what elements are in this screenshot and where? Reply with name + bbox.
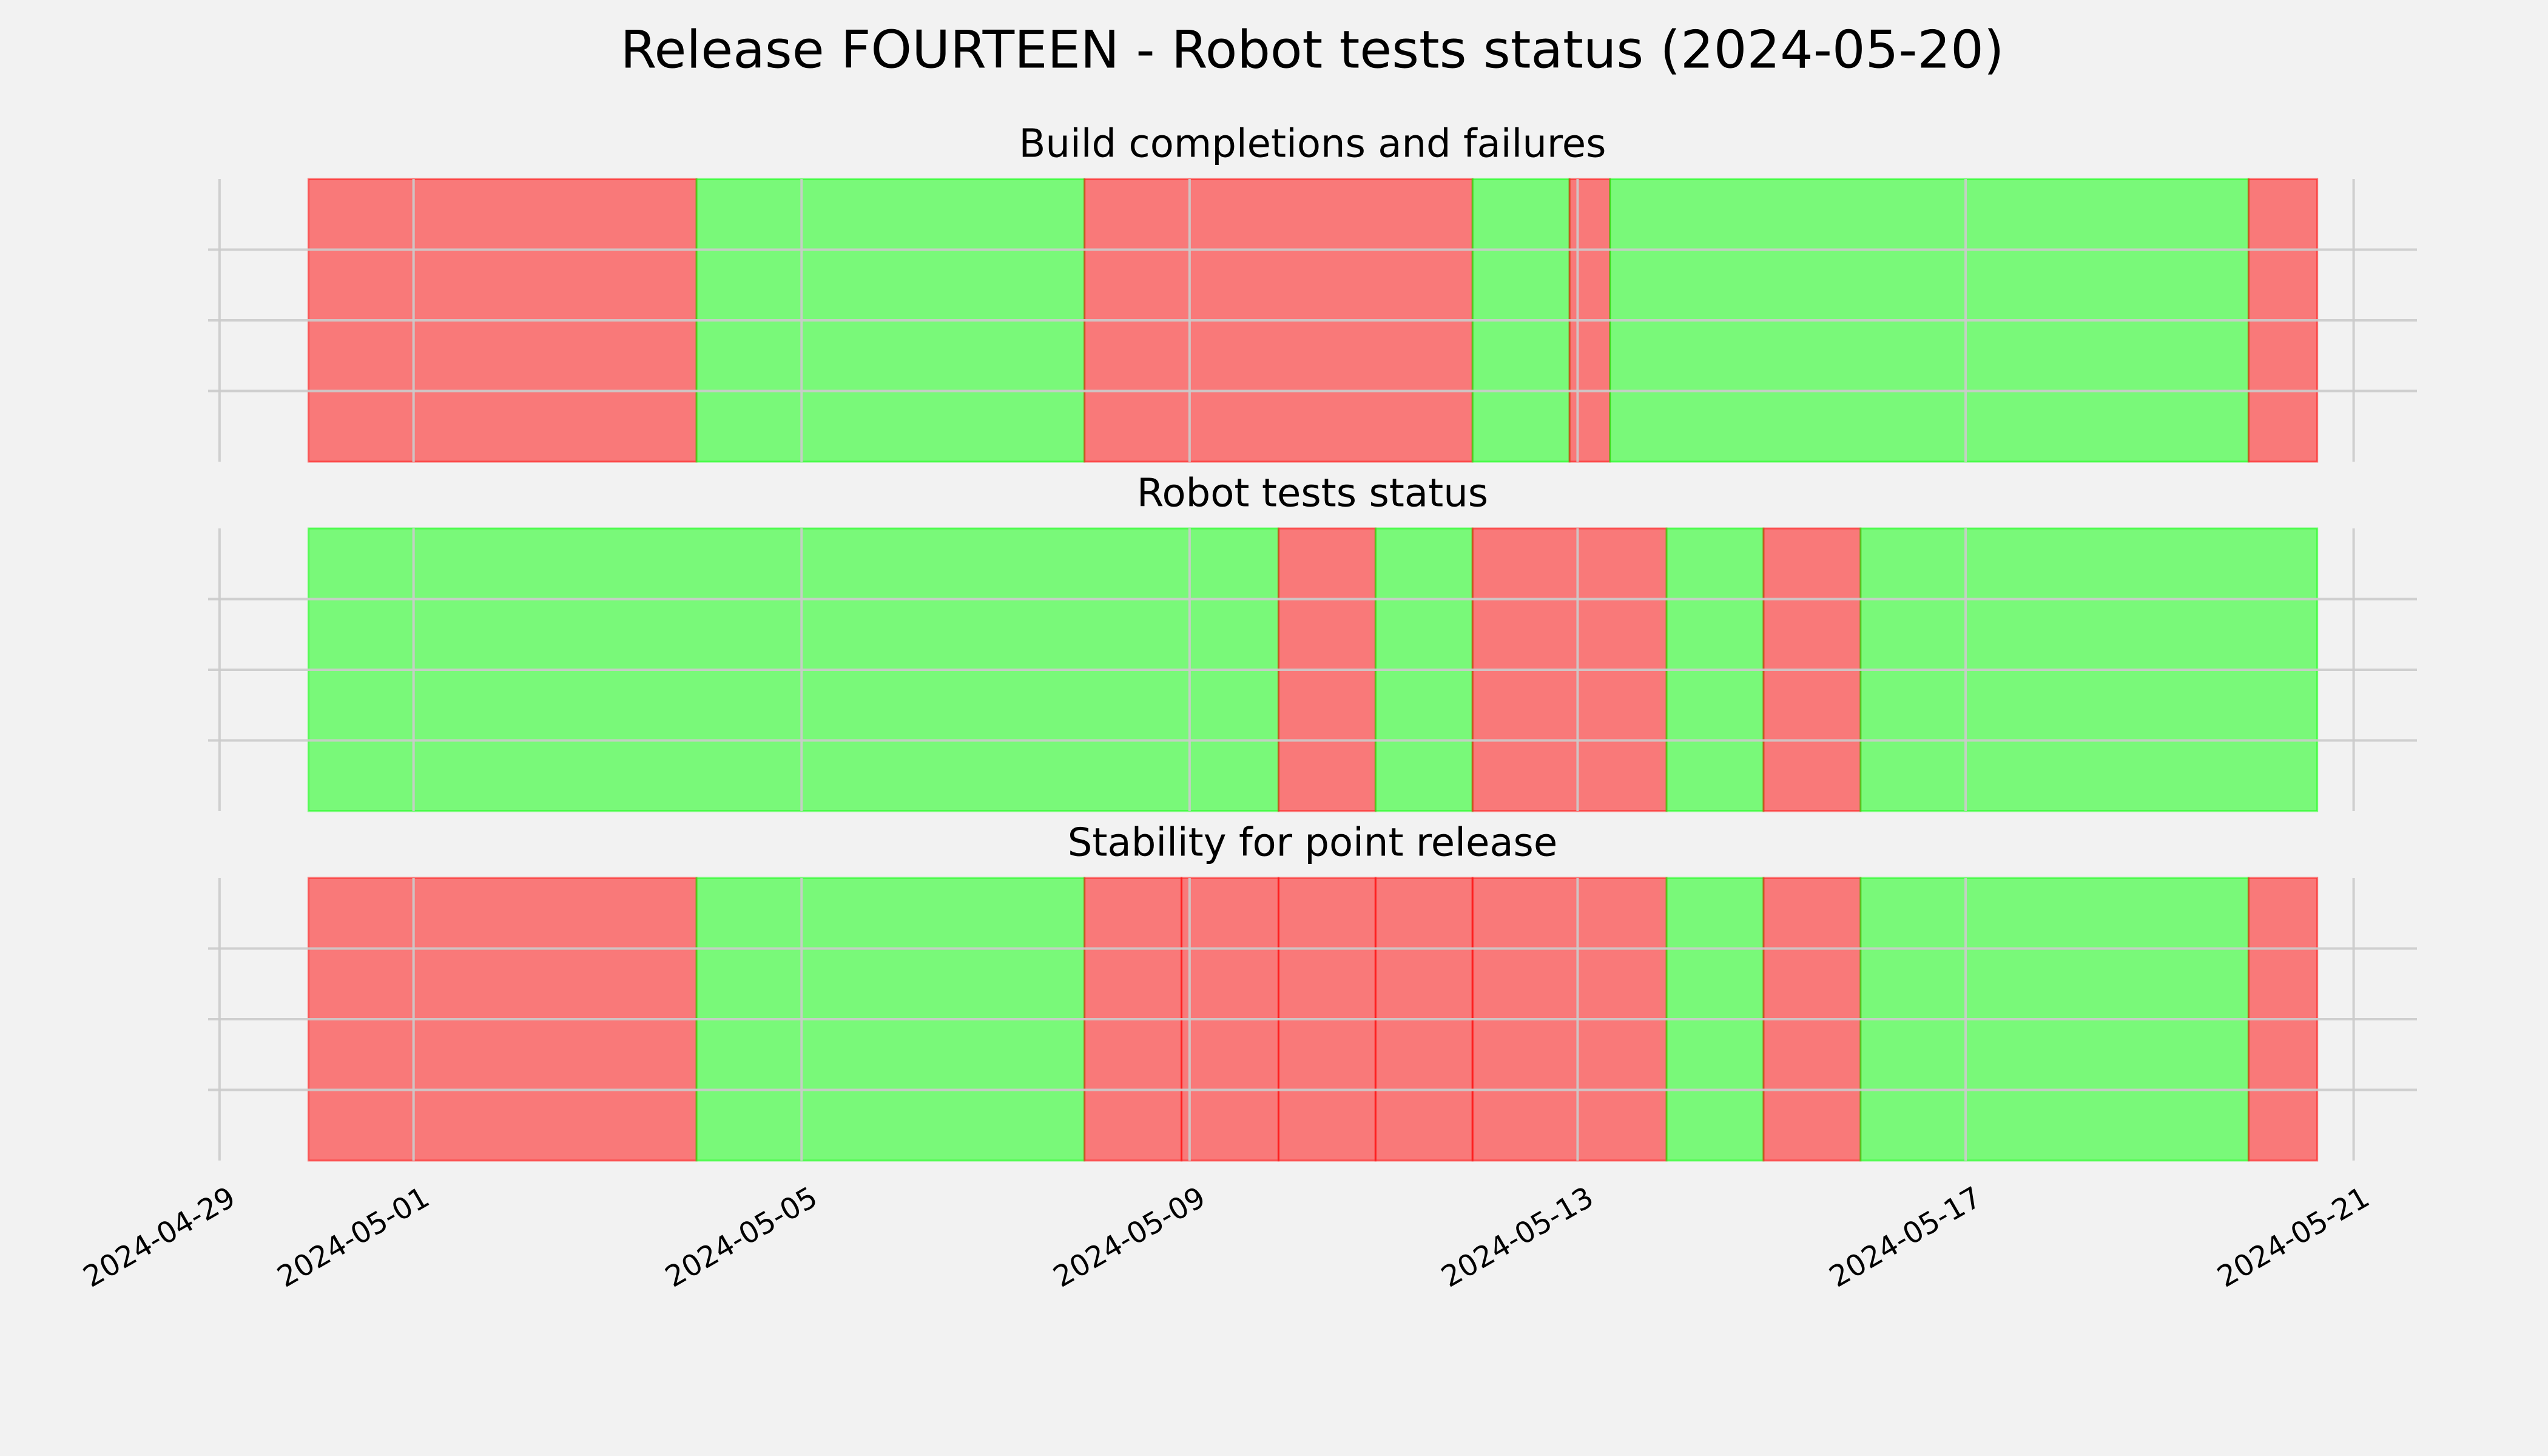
panel-title: Robot tests status	[1137, 471, 1488, 516]
figure-title: Release FOURTEEN - Robot tests status (2…	[621, 19, 2004, 80]
panel-title: Build completions and failures	[1019, 122, 1606, 167]
panel-title: Stability for point release	[1068, 821, 1558, 866]
